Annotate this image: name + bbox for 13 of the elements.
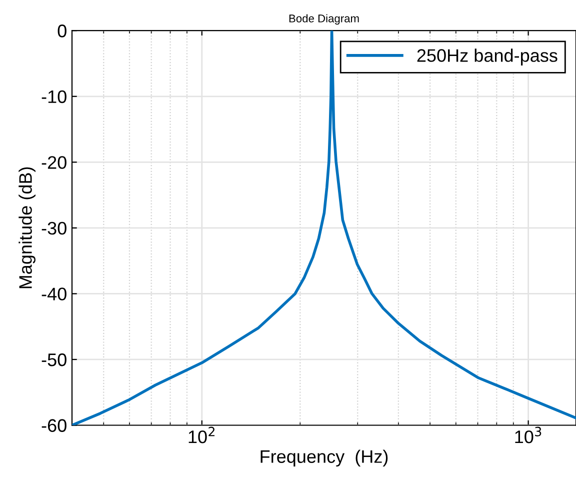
y-tick-label: -10 — [42, 90, 66, 104]
y-tick-label: 0 — [58, 24, 66, 38]
y-tick-label: -20 — [42, 156, 66, 169]
x-axis-title: Frequency (Hz) — [260, 450, 388, 467]
x-tick-label: 10$^{2}$ — [188, 426, 214, 444]
chart-title: Bode Diagram — [289, 14, 359, 25]
y-tick-label: -40 — [42, 288, 66, 300]
y-tick-label: -50 — [42, 353, 66, 366]
y-axis-title: Magnitude (dB) — [18, 167, 36, 288]
y-tick-label: -30 — [42, 222, 66, 235]
legend-label: 250Hz band-pass — [417, 48, 558, 66]
y-tick-label: -60 — [42, 419, 66, 432]
x-tick-label: 10$^{3}$ — [515, 426, 542, 444]
